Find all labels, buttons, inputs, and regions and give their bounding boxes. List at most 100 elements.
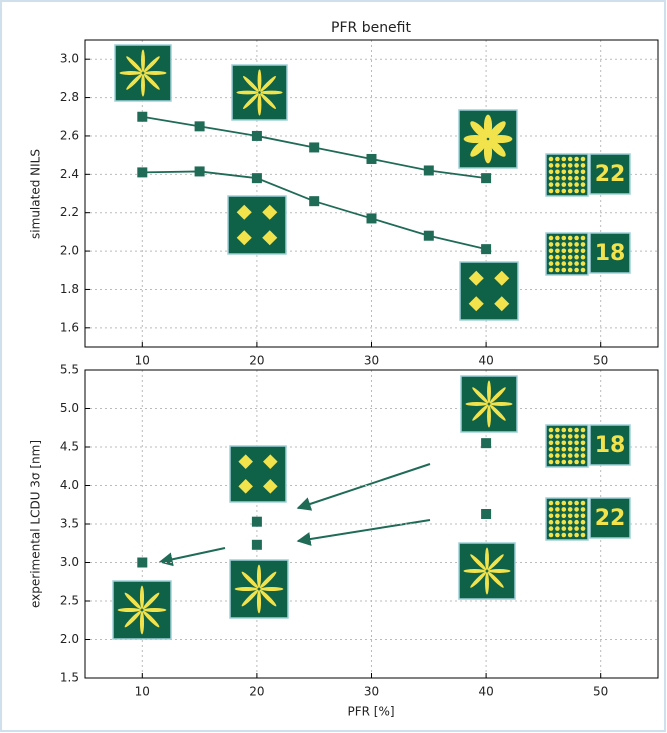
icon-shape	[487, 380, 491, 402]
icon-shape	[490, 402, 512, 406]
icon-shape	[581, 447, 586, 452]
icon-shape	[574, 163, 579, 168]
pattern-icon	[115, 45, 171, 101]
y-tick-label: 2.4	[60, 167, 79, 181]
icon-shape	[549, 460, 554, 465]
icon-shape	[574, 428, 579, 433]
icon-shape	[568, 255, 573, 260]
icon-shape	[581, 526, 586, 531]
marker	[309, 142, 319, 152]
icon-shape	[581, 268, 586, 273]
icon-shape	[568, 447, 573, 452]
icon-shape	[581, 189, 586, 194]
icon-shape	[118, 608, 141, 612]
icon-shape	[549, 182, 554, 187]
icon-bg	[228, 196, 286, 254]
pattern-icon	[230, 446, 286, 502]
icon-shape	[574, 176, 579, 181]
icon-shape	[574, 242, 579, 247]
icon-shape	[488, 569, 510, 573]
icon-shape	[574, 170, 579, 175]
icon-bg	[460, 262, 518, 320]
icon-shape	[562, 460, 567, 465]
icon-shape	[555, 236, 560, 241]
icon-shape	[562, 526, 567, 531]
marker	[481, 438, 491, 448]
icon-shape	[574, 189, 579, 194]
icon-shape	[549, 261, 554, 266]
icon-shape	[549, 447, 554, 452]
icon-shape	[555, 157, 560, 162]
chart-title: PFR benefit	[331, 20, 411, 36]
icon-shape	[568, 182, 573, 187]
frame	[1, 1, 665, 731]
icon-shape	[568, 533, 573, 538]
icon-shape	[119, 71, 141, 75]
marker	[424, 231, 434, 241]
icon-shape	[562, 163, 567, 168]
icon-shape	[581, 157, 586, 162]
icon-shape	[555, 163, 560, 168]
icon-shape	[549, 453, 554, 458]
icon-shape	[562, 157, 567, 162]
icon-shape	[581, 163, 586, 168]
icon-shape	[568, 268, 573, 273]
marker	[424, 165, 434, 175]
icon-shape	[555, 170, 560, 175]
icon-shape	[574, 441, 579, 446]
icon-shape	[574, 261, 579, 266]
icon-shape	[549, 189, 554, 194]
icon-shape	[568, 189, 573, 194]
marker	[481, 244, 491, 254]
marker	[367, 154, 377, 164]
pattern-icon	[546, 498, 588, 540]
icon-shape	[568, 261, 573, 266]
icon-shape	[140, 611, 144, 634]
x-tick-label: 10	[135, 685, 150, 699]
icon-shape	[549, 533, 554, 538]
icon-shape	[261, 91, 283, 95]
icon-shape	[581, 501, 586, 506]
icon-shape	[581, 434, 586, 439]
icon-shape	[568, 242, 573, 247]
icon-shape	[581, 428, 586, 433]
icon-shape	[568, 526, 573, 531]
icon-shape	[581, 249, 586, 254]
icon-shape	[574, 533, 579, 538]
icon-shape	[568, 157, 573, 162]
x-tick-label: 50	[593, 685, 608, 699]
marker	[195, 166, 205, 176]
pattern-icon	[461, 376, 517, 432]
icon-shape	[562, 249, 567, 254]
icon-shape	[574, 526, 579, 531]
icon-shape	[574, 434, 579, 439]
icon-shape	[555, 176, 560, 181]
icon-shape	[555, 441, 560, 446]
icon-shape	[141, 49, 145, 71]
marker	[137, 558, 147, 568]
icon-shape	[140, 586, 144, 609]
icon-shape	[549, 176, 554, 181]
icon-shape	[555, 501, 560, 506]
icon-shape	[574, 507, 579, 512]
icon-shape	[236, 91, 258, 95]
icon-shape	[581, 507, 586, 512]
icon-shape	[568, 236, 573, 241]
icon-shape	[549, 501, 554, 506]
icon-shape	[549, 428, 554, 433]
icon-shape	[562, 268, 567, 273]
icon-shape	[555, 447, 560, 452]
y-tick-label: 1.8	[60, 282, 79, 296]
x-tick-label: 20	[249, 685, 264, 699]
icon-shape	[549, 507, 554, 512]
icon-shape	[463, 569, 485, 573]
icon-shape	[144, 71, 166, 75]
icon-shape	[485, 547, 489, 569]
icon-shape	[581, 453, 586, 458]
pattern-icon	[459, 543, 515, 599]
y-tick-label: 1.5	[60, 671, 79, 685]
icon-shape	[555, 428, 560, 433]
icon-shape	[555, 533, 560, 538]
icon-shape	[568, 453, 573, 458]
icon-shape	[555, 242, 560, 247]
